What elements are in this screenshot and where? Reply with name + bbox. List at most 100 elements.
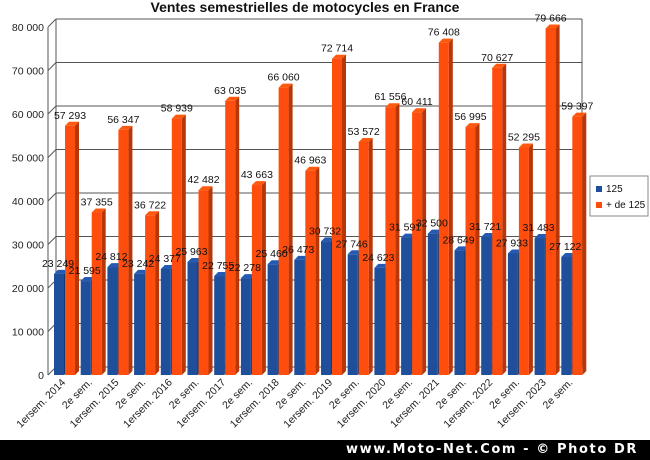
- bar-125-top: [347, 250, 362, 255]
- legend-swatch-125: [596, 186, 602, 192]
- bar-plus-125-top: [412, 108, 427, 113]
- y-tick-label: 40 000: [12, 196, 44, 208]
- bar-125-top: [187, 258, 202, 263]
- chart-title: Ventes semestrielles de motocycles en Fr…: [151, 0, 460, 15]
- bar-plus-125-side: [288, 83, 293, 375]
- bar-plus-125: [278, 83, 293, 375]
- legend-label-125: 125: [606, 184, 623, 195]
- bar-plus-125-side: [422, 108, 427, 375]
- grid-line-depth: [47, 236, 57, 245]
- bar-plus-125-front: [412, 112, 423, 375]
- data-label-125: 21 595: [69, 265, 101, 277]
- data-label-125: 32 500: [416, 218, 448, 230]
- bar-plus-125-side: [448, 38, 453, 376]
- bar-125-top: [240, 274, 255, 279]
- bar-plus-125-top: [145, 211, 160, 216]
- bar-125-top: [321, 237, 335, 242]
- bar-plus-125-top: [545, 24, 560, 29]
- legend-box: [589, 175, 649, 217]
- bar-plus-125-top: [572, 112, 587, 117]
- data-label-plus-125: 60 411: [401, 96, 432, 108]
- bar-plus-125: [225, 96, 240, 375]
- bar-plus-125-side: [315, 166, 320, 375]
- bars: [54, 24, 587, 376]
- bar-plus-125-top: [332, 54, 346, 59]
- bar-plus-125-top: [385, 103, 400, 108]
- data-label-plus-125: 56 347: [107, 114, 139, 126]
- bar-125-front: [80, 281, 91, 375]
- bar-plus-125: [358, 137, 373, 375]
- data-label-125: 31 721: [469, 221, 501, 233]
- bar-125-front: [374, 267, 385, 375]
- bar-125-front: [107, 267, 118, 375]
- data-label-plus-125: 42 482: [187, 174, 219, 186]
- data-label-125: 25 460: [256, 248, 288, 260]
- bar-125-top: [54, 269, 68, 274]
- bar-125-top: [134, 269, 149, 274]
- data-label-125: 24 623: [362, 252, 394, 264]
- bar-chart: Ventes semestrielles de motocycles en Fr…: [12, 0, 649, 431]
- data-label-plus-125: 37 355: [81, 197, 113, 209]
- data-label-125: 24 377: [149, 253, 181, 265]
- data-label-125: 23 249: [42, 258, 74, 270]
- data-label-plus-125: 56 995: [454, 111, 486, 123]
- data-label-plus-125: 53 572: [348, 126, 380, 138]
- bar-plus-125: [171, 114, 186, 375]
- bar-plus-125-front: [118, 129, 129, 375]
- data-label-plus-125: 79 666: [535, 12, 567, 24]
- bar-plus-125-front: [545, 28, 556, 375]
- bar-plus-125-top: [91, 208, 106, 213]
- legend-swatch-plus-125: [596, 202, 602, 208]
- data-label-125: 26 473: [282, 244, 314, 256]
- bar-125-front: [534, 238, 545, 375]
- bar-plus-125-top: [198, 186, 213, 191]
- bar-plus-125-front: [251, 185, 262, 375]
- y-axis-ticks: 0 10 000 20 000 30 000 40 000 50 000 60 000 70 …: [12, 22, 44, 382]
- bar-plus-125-side: [475, 123, 480, 375]
- bar-plus-125-front: [198, 190, 209, 375]
- bar-plus-125-front: [492, 67, 503, 375]
- data-label-plus-125: 57 293: [54, 110, 86, 122]
- bar-plus-125-side: [528, 143, 533, 375]
- bar-plus-125-side: [395, 103, 400, 376]
- bar-plus-125-top: [251, 181, 266, 186]
- bar-plus-125-front: [572, 116, 583, 375]
- bar-plus-125: [385, 103, 400, 376]
- data-label-plus-125: 66 060: [268, 72, 300, 84]
- bar-plus-125: [198, 186, 213, 375]
- bar-plus-125-side: [181, 114, 186, 375]
- bar-plus-125-front: [385, 107, 396, 376]
- bar-125-top: [294, 255, 309, 260]
- bar-125-front: [54, 273, 64, 375]
- bar-125-front: [214, 276, 225, 375]
- bar-125-top: [534, 234, 549, 239]
- data-label-125: 27 122: [549, 241, 581, 253]
- bar-125-top: [561, 253, 576, 258]
- bar-125-top: [160, 264, 175, 269]
- bar-plus-125-top: [518, 143, 533, 148]
- bar-plus-125: [492, 63, 507, 375]
- bar-plus-125-front: [91, 212, 102, 375]
- bar-plus-125: [438, 38, 453, 376]
- bar-plus-125-front: [305, 170, 316, 375]
- bar-plus-125-top: [438, 38, 453, 43]
- bar-plus-125-side: [75, 121, 79, 375]
- bar-125-top: [401, 233, 416, 238]
- bar-125-front: [160, 268, 171, 375]
- data-label-plus-125: 76 408: [428, 27, 460, 39]
- bar-plus-125-front: [438, 42, 449, 376]
- bar-plus-125-front: [225, 100, 236, 375]
- bar-plus-125-side: [368, 137, 373, 375]
- bar-125-top: [267, 260, 282, 265]
- grid-line-depth: [47, 105, 57, 115]
- bar-plus-125: [572, 112, 587, 375]
- data-labels: 23 249 57 293 21 595 37 355 24 812 56 347 23 2…: [42, 12, 594, 277]
- bar-plus-125: [545, 24, 560, 375]
- bar-plus-125-side: [101, 208, 106, 375]
- bar-plus-125-top: [225, 96, 240, 101]
- data-label-125: 30 732: [309, 225, 341, 237]
- data-label-125: 22 755: [202, 260, 234, 272]
- bar-125-top: [107, 263, 122, 268]
- bar-plus-125-front: [278, 87, 289, 375]
- bar-plus-125-front: [332, 58, 342, 376]
